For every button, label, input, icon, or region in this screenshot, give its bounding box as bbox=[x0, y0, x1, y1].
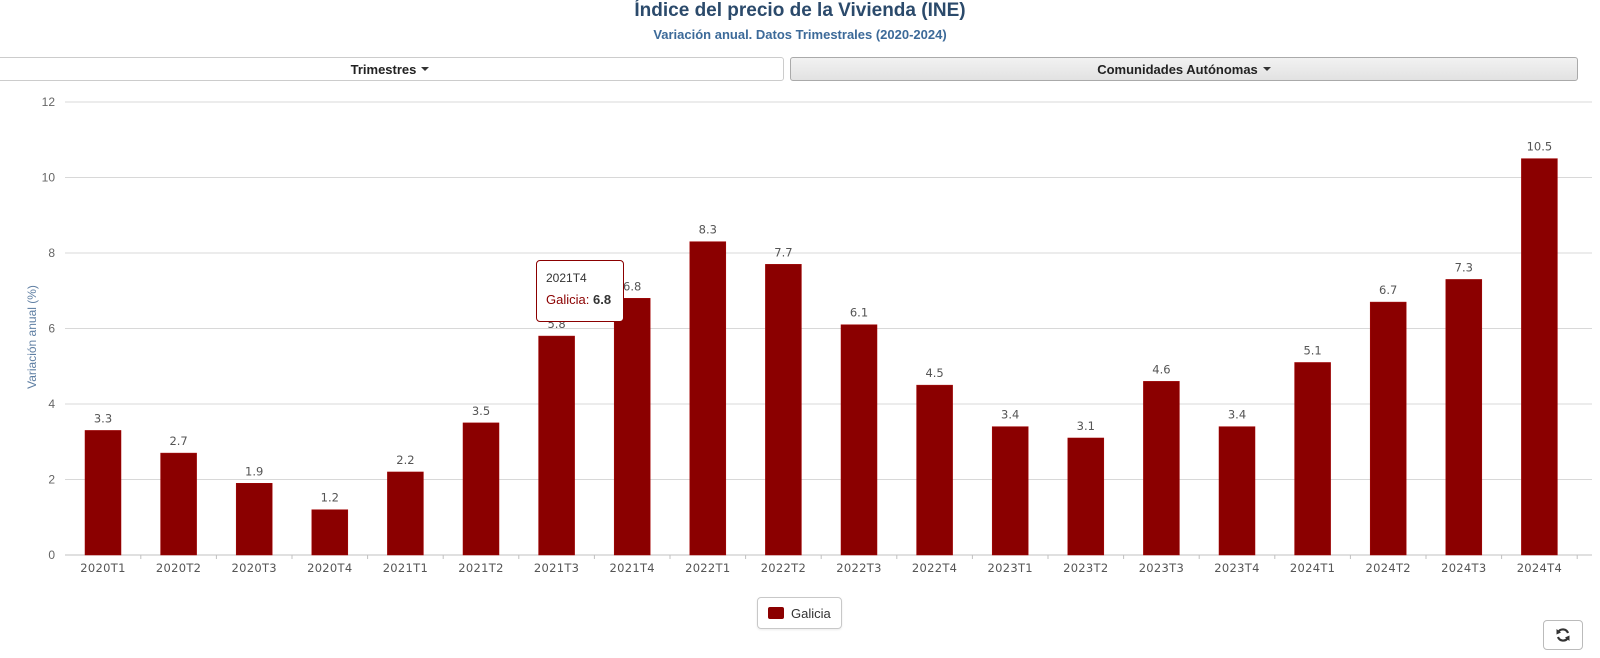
y-tick-label: 2 bbox=[48, 473, 55, 487]
x-tick-label: 2022T2 bbox=[761, 561, 806, 575]
comunidades-label: Comunidades Autónomas bbox=[1097, 61, 1258, 77]
x-tick-label: 2023T4 bbox=[1214, 561, 1259, 575]
bar[interactable] bbox=[538, 335, 575, 556]
tooltip-category: 2021T4 bbox=[546, 271, 587, 285]
x-axis-ticks: 2020T1 2020T2 2020T3 2020T4 2021T1 2021T2 2021… bbox=[80, 555, 1578, 575]
x-tick-label: 2021T3 bbox=[534, 561, 579, 575]
bar[interactable] bbox=[84, 430, 122, 556]
y-tick-label: 8 bbox=[48, 246, 55, 260]
x-tick-label: 2021T2 bbox=[458, 561, 503, 575]
x-tick-label: 2022T4 bbox=[912, 561, 957, 575]
legend-label: Galicia bbox=[791, 605, 831, 621]
y-tick-label: 10 bbox=[42, 171, 56, 185]
x-tick-label: 2024T2 bbox=[1365, 561, 1410, 575]
bar-value-label: 3.4 bbox=[1001, 408, 1019, 422]
legend-swatch bbox=[768, 607, 784, 619]
bar[interactable] bbox=[991, 426, 1029, 556]
bar[interactable] bbox=[1067, 437, 1105, 556]
x-tick-label: 2024T4 bbox=[1517, 561, 1562, 575]
bar-value-label: 5.1 bbox=[1303, 343, 1321, 357]
bar[interactable] bbox=[1218, 426, 1256, 556]
tooltip-series: Galicia bbox=[546, 292, 586, 307]
bar[interactable] bbox=[1369, 301, 1407, 556]
comunidades-dropdown-button[interactable]: Comunidades Autónomas bbox=[790, 57, 1578, 81]
bar[interactable] bbox=[387, 471, 424, 556]
tooltip-value: 6.8 bbox=[592, 292, 612, 307]
bar-value-label: 3.1 bbox=[1077, 419, 1095, 433]
x-tick-label: 2021T1 bbox=[383, 561, 428, 575]
bar[interactable] bbox=[613, 298, 651, 556]
x-tick-label: 2024T1 bbox=[1290, 561, 1335, 575]
x-tick-label: 2020T2 bbox=[156, 561, 201, 575]
x-tick-label: 2020T4 bbox=[307, 561, 352, 575]
bar[interactable] bbox=[1521, 158, 1558, 556]
bar-value-label: 2.2 bbox=[396, 453, 414, 467]
refresh-button[interactable] bbox=[1543, 620, 1583, 650]
bar-value-label: 4.6 bbox=[1152, 362, 1170, 376]
bars: 3.32.71.91.22.23.55.86.88.37.76.14.53.43… bbox=[84, 140, 1558, 556]
x-tick-label: 2022T1 bbox=[685, 561, 730, 575]
x-tick-label: 2023T1 bbox=[987, 561, 1032, 575]
chart-title: Índice del precio de la Vivienda (INE) bbox=[634, 0, 966, 21]
bar[interactable] bbox=[1294, 362, 1331, 556]
gridlines bbox=[65, 101, 1592, 556]
bar-value-label: 4.5 bbox=[925, 366, 943, 380]
chart-subtitle: Variación anual. Datos Trimestrales (202… bbox=[653, 27, 947, 42]
bar-value-label: 6.1 bbox=[850, 306, 868, 320]
bar[interactable] bbox=[1445, 279, 1483, 556]
bar-value-label: 6.8 bbox=[623, 279, 641, 293]
y-axis-label: Variación anual (%) bbox=[25, 285, 39, 389]
bar[interactable] bbox=[1143, 381, 1180, 556]
legend-item-galicia[interactable]: Galicia bbox=[757, 597, 842, 629]
bar[interactable] bbox=[840, 324, 878, 556]
x-tick-label: 2024T3 bbox=[1441, 561, 1486, 575]
chart-tooltip: 2021T4 Galicia: 6.8 bbox=[536, 260, 624, 322]
bar-value-label: 3.4 bbox=[1228, 408, 1246, 422]
bar-value-label: 8.3 bbox=[699, 223, 717, 237]
caret-down-icon bbox=[421, 67, 430, 71]
x-tick-label: 2021T4 bbox=[609, 561, 654, 575]
y-axis-ticks: 0 2 4 6 8 10 12 bbox=[42, 95, 56, 562]
y-tick-label: 4 bbox=[48, 397, 55, 411]
x-tick-label: 2023T3 bbox=[1139, 561, 1184, 575]
bar-value-label: 1.9 bbox=[245, 464, 263, 478]
tooltip-series-row: Galicia: 6.8 bbox=[546, 292, 612, 307]
bar-value-label: 10.5 bbox=[1527, 140, 1553, 154]
bar-value-label: 7.3 bbox=[1455, 260, 1473, 274]
bar-value-label: 7.7 bbox=[774, 245, 792, 259]
refresh-icon bbox=[1556, 628, 1570, 642]
bar-value-label: 3.5 bbox=[472, 404, 490, 418]
x-tick-label: 2020T1 bbox=[80, 561, 125, 575]
x-tick-label: 2023T2 bbox=[1063, 561, 1108, 575]
bar[interactable] bbox=[462, 422, 500, 556]
bar[interactable] bbox=[235, 483, 273, 556]
trimestres-label: Trimestres bbox=[350, 61, 417, 77]
bar-value-label: 2.7 bbox=[169, 434, 187, 448]
x-tick-label: 2022T3 bbox=[836, 561, 881, 575]
y-tick-label: 12 bbox=[42, 95, 56, 109]
bar[interactable] bbox=[765, 264, 802, 556]
bar-value-label: 1.2 bbox=[321, 491, 339, 505]
bar[interactable] bbox=[689, 241, 727, 556]
trimestres-dropdown-button[interactable]: Trimestres bbox=[0, 57, 784, 81]
bar[interactable] bbox=[311, 509, 349, 556]
y-tick-label: 0 bbox=[48, 548, 55, 562]
bar[interactable] bbox=[916, 384, 953, 556]
bar-value-label: 3.3 bbox=[94, 411, 112, 425]
caret-down-icon bbox=[1262, 67, 1271, 71]
y-tick-label: 6 bbox=[48, 322, 55, 336]
bar-value-label: 6.7 bbox=[1379, 283, 1397, 297]
x-tick-label: 2020T3 bbox=[231, 561, 276, 575]
bar[interactable] bbox=[160, 452, 197, 556]
